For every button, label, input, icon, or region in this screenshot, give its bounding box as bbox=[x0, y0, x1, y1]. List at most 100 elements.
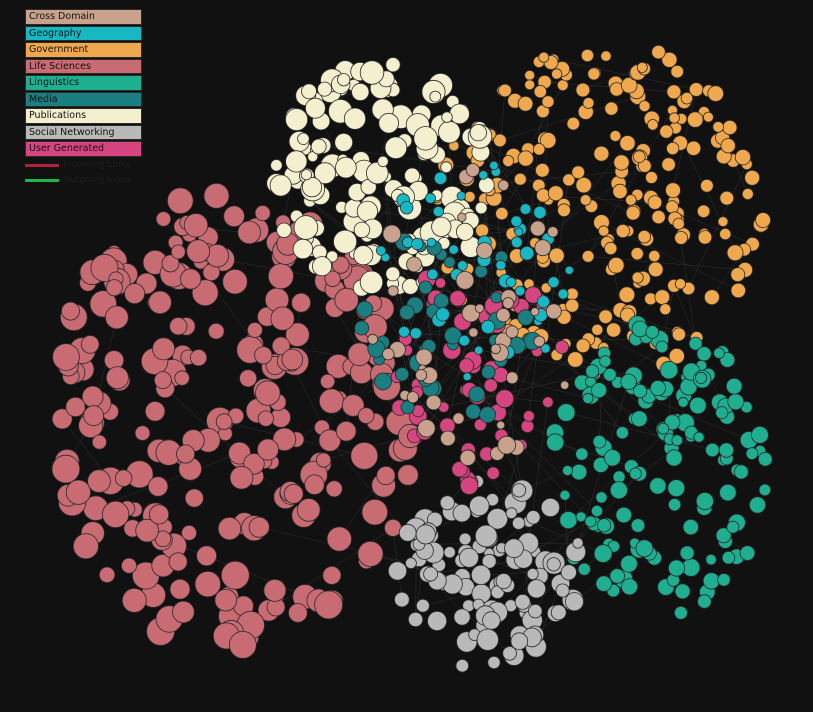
dataset-node-publications[interactable] bbox=[429, 90, 442, 103]
dataset-node-publications[interactable] bbox=[293, 215, 319, 240]
dataset-node-geography[interactable] bbox=[495, 259, 507, 271]
dataset-node-publications[interactable] bbox=[455, 222, 474, 241]
dataset-node-linguistics[interactable] bbox=[591, 504, 604, 517]
dataset-node-government[interactable] bbox=[579, 194, 592, 206]
legend-item-life-sciences[interactable]: Life Sciences bbox=[25, 58, 142, 74]
dataset-node-publications[interactable] bbox=[474, 201, 488, 215]
dataset-node-life-sciences[interactable] bbox=[98, 566, 116, 584]
dataset-node-life-sciences[interactable] bbox=[155, 211, 172, 227]
dataset-node-government[interactable] bbox=[575, 176, 592, 194]
dataset-node-government[interactable] bbox=[659, 124, 674, 139]
dataset-node-social-networking[interactable] bbox=[427, 611, 448, 632]
dataset-node-media[interactable] bbox=[400, 400, 415, 415]
dataset-node-linguistics[interactable] bbox=[739, 545, 756, 561]
dataset-node-media[interactable] bbox=[479, 406, 497, 424]
dataset-node-life-sciences[interactable] bbox=[248, 516, 270, 538]
dataset-node-life-sciences[interactable] bbox=[254, 346, 273, 365]
dataset-node-life-sciences[interactable] bbox=[124, 283, 146, 305]
dataset-node-government[interactable] bbox=[696, 204, 711, 219]
dataset-node-government[interactable] bbox=[645, 171, 658, 184]
dataset-node-publications[interactable] bbox=[276, 222, 292, 239]
dataset-node-life-sciences[interactable] bbox=[105, 366, 129, 390]
dataset-node-life-sciences[interactable] bbox=[91, 434, 107, 450]
dataset-node-life-sciences[interactable] bbox=[222, 269, 248, 295]
dataset-node-linguistics[interactable] bbox=[695, 492, 714, 511]
legend-item-user-generated[interactable]: User Generated bbox=[25, 141, 142, 157]
dataset-node-publications[interactable] bbox=[384, 136, 408, 160]
dataset-node-government[interactable] bbox=[538, 51, 550, 63]
dataset-node-publications[interactable] bbox=[413, 126, 438, 151]
dataset-node-government[interactable] bbox=[730, 282, 747, 299]
dataset-node-government[interactable] bbox=[717, 216, 729, 228]
dataset-node-government[interactable] bbox=[541, 95, 555, 109]
dataset-node-social-networking[interactable] bbox=[476, 628, 499, 651]
legend-item-geography[interactable]: Geography bbox=[25, 25, 142, 41]
dataset-node-life-sciences[interactable] bbox=[152, 337, 176, 361]
dataset-node-linguistics[interactable] bbox=[667, 479, 686, 498]
dataset-node-geography[interactable] bbox=[375, 245, 387, 256]
dataset-node-social-networking[interactable] bbox=[481, 553, 497, 569]
dataset-node-linguistics[interactable] bbox=[697, 594, 712, 609]
dataset-node-linguistics[interactable] bbox=[655, 340, 669, 354]
dataset-node-user-generated[interactable] bbox=[495, 389, 515, 409]
dataset-node-linguistics[interactable] bbox=[649, 477, 667, 495]
dataset-node-life-sciences[interactable] bbox=[324, 270, 341, 288]
dataset-node-linguistics[interactable] bbox=[659, 360, 679, 380]
dataset-node-cross-domain[interactable] bbox=[533, 335, 546, 348]
dataset-node-life-sciences[interactable] bbox=[121, 557, 138, 574]
dataset-node-publications[interactable] bbox=[385, 266, 401, 282]
dataset-node-linguistics[interactable] bbox=[559, 489, 571, 501]
dataset-node-life-sciences[interactable] bbox=[203, 182, 230, 209]
dataset-node-cross-domain[interactable] bbox=[417, 419, 436, 438]
dataset-node-linguistics[interactable] bbox=[609, 481, 628, 500]
dataset-node-social-networking[interactable] bbox=[514, 594, 531, 610]
dataset-node-linguistics[interactable] bbox=[621, 578, 639, 596]
dataset-node-geography[interactable] bbox=[433, 171, 448, 185]
dataset-node-linguistics[interactable] bbox=[725, 377, 743, 395]
dataset-node-linguistics[interactable] bbox=[546, 433, 565, 452]
dataset-node-geography[interactable] bbox=[409, 327, 422, 340]
dataset-node-life-sciences[interactable] bbox=[51, 454, 81, 484]
dataset-node-linguistics[interactable] bbox=[705, 553, 717, 566]
dataset-node-linguistics[interactable] bbox=[715, 527, 732, 544]
dataset-node-geography[interactable] bbox=[514, 285, 526, 297]
dataset-node-geography[interactable] bbox=[519, 203, 532, 215]
dataset-node-publications[interactable] bbox=[469, 124, 487, 142]
dataset-node-government[interactable] bbox=[618, 286, 636, 304]
dataset-node-social-networking[interactable] bbox=[572, 537, 584, 549]
dataset-node-government[interactable] bbox=[668, 347, 685, 365]
dataset-node-life-sciences[interactable] bbox=[181, 525, 198, 541]
dataset-node-life-sciences[interactable] bbox=[285, 322, 310, 347]
dataset-node-life-sciences[interactable] bbox=[357, 540, 384, 567]
dataset-node-media[interactable] bbox=[433, 293, 450, 309]
dataset-node-government[interactable] bbox=[612, 183, 628, 199]
dataset-node-social-networking[interactable] bbox=[415, 598, 430, 613]
dataset-node-life-sciences[interactable] bbox=[357, 407, 375, 424]
dataset-node-cross-domain[interactable] bbox=[457, 212, 467, 223]
dataset-node-life-sciences[interactable] bbox=[288, 603, 308, 623]
dataset-node-life-sciences[interactable] bbox=[318, 388, 345, 414]
dataset-node-geography[interactable] bbox=[474, 345, 484, 355]
dataset-node-social-networking[interactable] bbox=[540, 497, 561, 518]
dataset-node-life-sciences[interactable] bbox=[80, 335, 100, 354]
dataset-node-geography[interactable] bbox=[435, 307, 450, 322]
dataset-node-cross-domain[interactable] bbox=[455, 271, 475, 290]
dataset-node-publications[interactable] bbox=[285, 108, 309, 132]
dataset-node-linguistics[interactable] bbox=[749, 496, 767, 514]
dataset-node-media[interactable] bbox=[468, 385, 486, 403]
dataset-node-linguistics[interactable] bbox=[595, 491, 608, 504]
dataset-node-life-sciences[interactable] bbox=[326, 526, 352, 552]
dataset-node-life-sciences[interactable] bbox=[270, 306, 295, 331]
dataset-node-linguistics[interactable] bbox=[562, 465, 573, 476]
dataset-node-life-sciences[interactable] bbox=[334, 287, 359, 313]
dataset-node-cross-domain[interactable] bbox=[465, 163, 480, 178]
dataset-node-linguistics[interactable] bbox=[726, 520, 740, 534]
dataset-node-media[interactable] bbox=[474, 264, 488, 278]
dataset-node-social-networking[interactable] bbox=[504, 538, 524, 559]
dataset-node-life-sciences[interactable] bbox=[296, 498, 321, 522]
dataset-node-linguistics[interactable] bbox=[615, 506, 633, 524]
dataset-node-life-sciences[interactable] bbox=[87, 469, 111, 493]
dataset-node-user-generated[interactable] bbox=[449, 290, 466, 307]
dataset-node-social-networking[interactable] bbox=[439, 495, 455, 511]
dataset-node-linguistics[interactable] bbox=[677, 396, 689, 408]
